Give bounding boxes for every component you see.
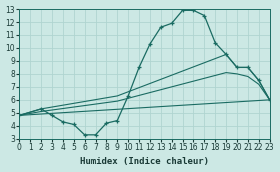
X-axis label: Humidex (Indice chaleur): Humidex (Indice chaleur)	[80, 157, 209, 166]
